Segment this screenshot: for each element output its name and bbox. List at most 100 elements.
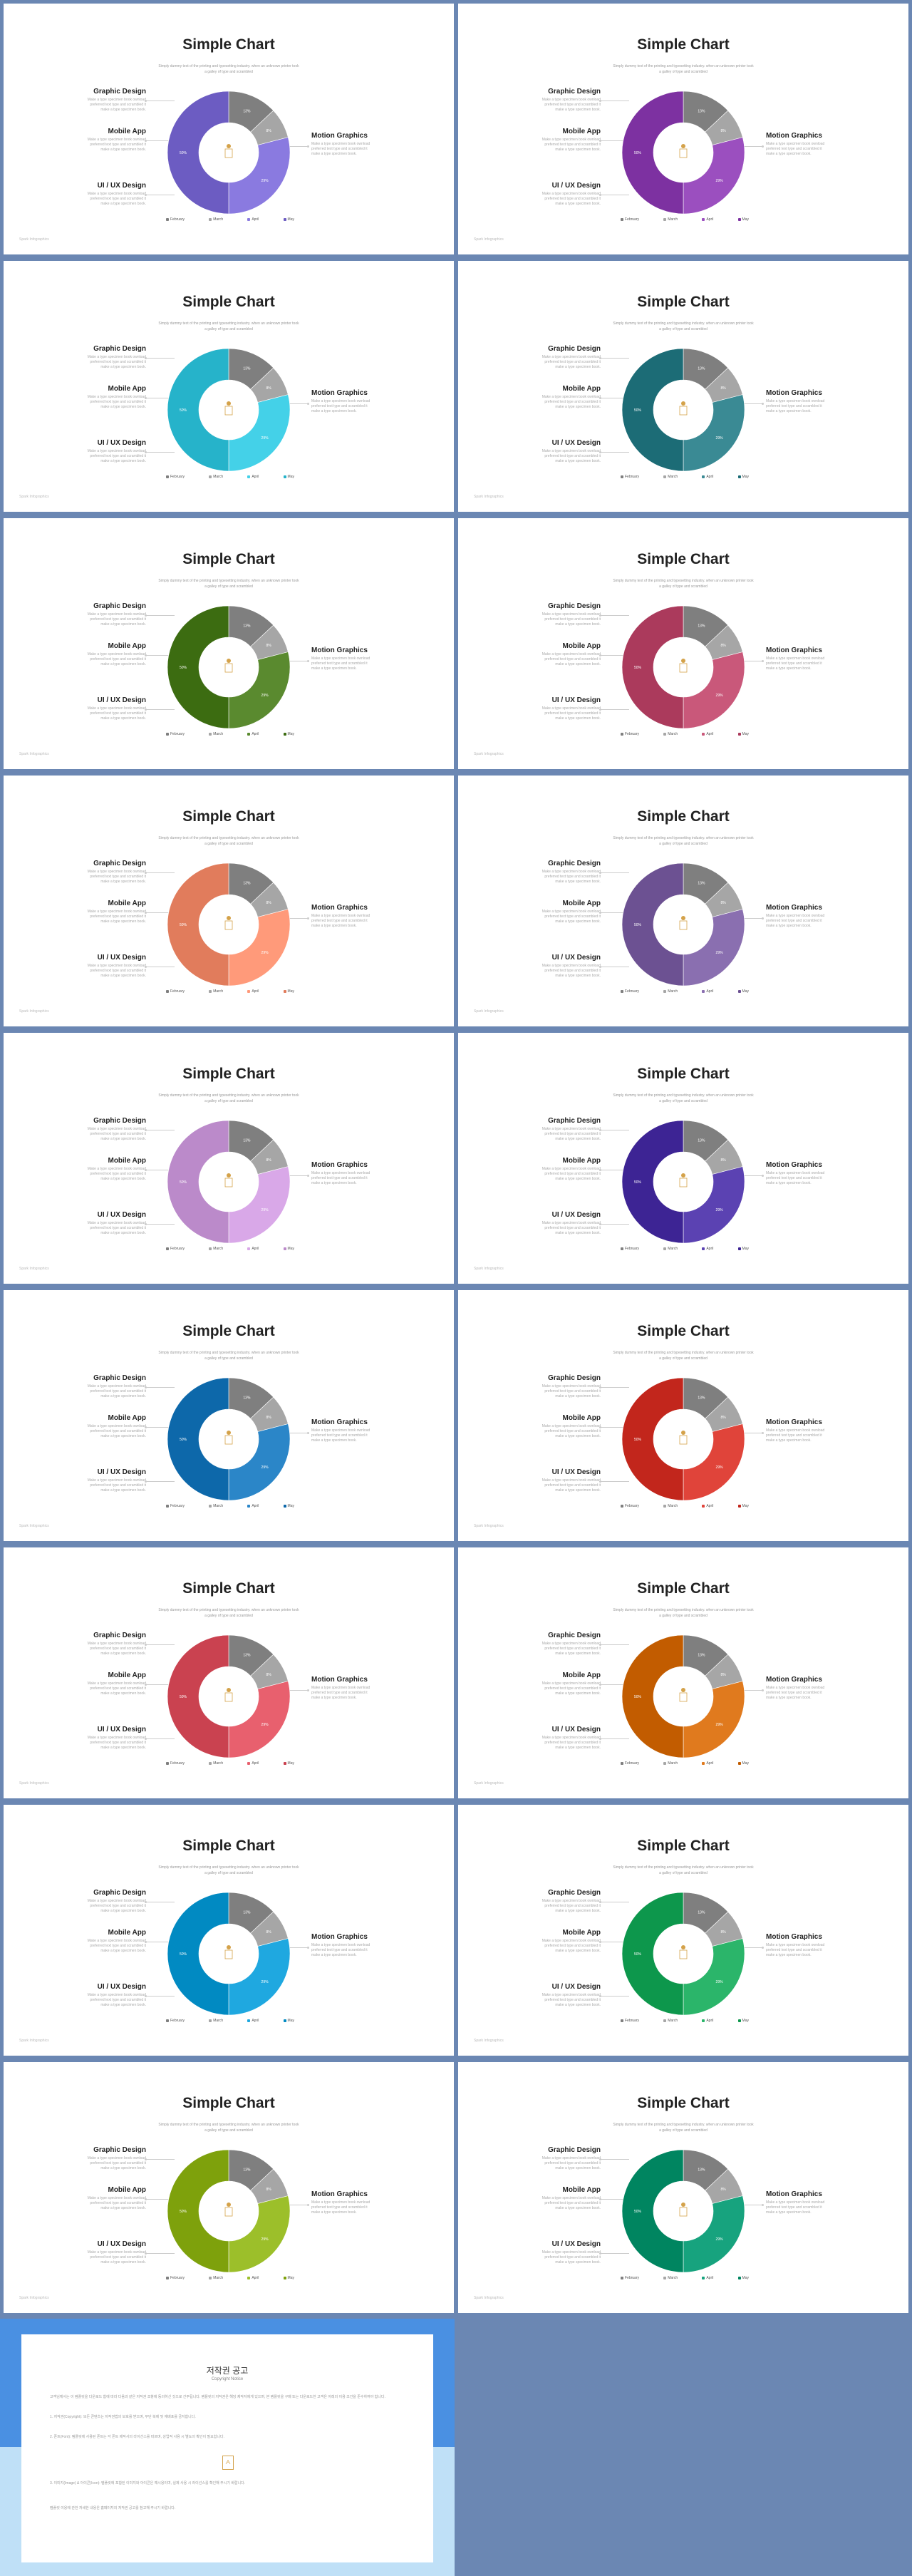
legend-item-april: April <box>247 1247 259 1251</box>
leader-dot <box>145 654 147 656</box>
legend-label: February <box>625 1247 640 1251</box>
donut-chart: 13% 8% 29% 50% <box>167 1120 291 1244</box>
donut-value-label: 50% <box>180 1180 187 1185</box>
label-motion-graphics: Motion Graphics <box>766 2190 822 2198</box>
center-logo-icon <box>679 916 688 930</box>
label-ui-ux-design: UI / UX Design <box>97 1726 146 1733</box>
donut-value-label: 29% <box>261 1465 269 1470</box>
donut-value-label: 29% <box>261 694 269 698</box>
leader-dot <box>145 1426 147 1428</box>
donut-chart: 13% 8% 29% 50% <box>621 1377 745 1501</box>
chart-legend: February March April May <box>166 732 294 736</box>
label-mobile-app: Mobile App <box>108 1929 146 1937</box>
leader-dot <box>599 614 601 617</box>
legend-item-may: May <box>283 732 294 736</box>
label-motion-graphics: Motion Graphics <box>766 1933 822 1941</box>
leader-line <box>601 1738 629 1739</box>
legend-item-may: May <box>737 475 749 479</box>
label-description: Make a type specimen book ownload prefer… <box>542 1167 601 1181</box>
donut-value-label: 29% <box>716 1465 724 1470</box>
chart-slide: Simple Chart Simply dummy text of the pri… <box>458 1290 908 1541</box>
legend-item-march: March <box>209 475 223 479</box>
donut-value-label: 29% <box>716 436 724 441</box>
donut-chart: 13% 8% 29% 50% <box>621 1634 745 1758</box>
slide-title: Simple Chart <box>182 2095 275 2111</box>
leader-dot <box>145 1644 147 1646</box>
donut-slice-april <box>228 137 291 215</box>
donut-value-label: 13% <box>698 2168 705 2172</box>
leader-dot <box>145 1941 147 1943</box>
leader-line <box>743 1947 763 1948</box>
donut-value-label: 13% <box>698 624 705 628</box>
donut-slice-april <box>228 1938 291 2016</box>
legend-label: February <box>625 475 640 479</box>
label-graphic-design: Graphic Design <box>548 1117 601 1125</box>
leader-dot <box>762 145 764 148</box>
legend-swatch <box>737 733 741 736</box>
legend-item-may: May <box>737 989 749 994</box>
leader-line <box>743 146 763 147</box>
legend-label: May <box>287 2019 294 2023</box>
donut-slice-april <box>683 137 745 215</box>
slide-subtitle: Simply dummy text of the printing and ty… <box>613 1865 754 1875</box>
legend-item-april: April <box>702 2276 713 2280</box>
leader-dot <box>307 660 309 662</box>
slide-subtitle: Simply dummy text of the printing and ty… <box>613 836 754 846</box>
donut-value-label: 13% <box>243 109 251 113</box>
label-mobile-app: Mobile App <box>108 1157 146 1165</box>
legend-label: May <box>287 2276 294 2280</box>
slide-footer: Spark Infographics <box>474 752 504 756</box>
label-mobile-app: Mobile App <box>562 1671 601 1679</box>
legend-swatch <box>166 2019 169 2022</box>
slide-subtitle: Simply dummy text of the printing and ty… <box>613 2123 754 2133</box>
label-mobile-app: Mobile App <box>108 385 146 393</box>
legend-item-february: February <box>166 2019 185 2023</box>
donut-chart: 13% 8% 29% 50% <box>621 862 745 986</box>
label-description: Make a type specimen book ownload prefer… <box>542 395 601 409</box>
label-description: Make a type specimen book ownload prefer… <box>311 1686 370 1700</box>
slide-subtitle: Simply dummy text of the printing and ty… <box>158 1865 299 1875</box>
donut-value-label: 50% <box>634 2210 642 2214</box>
donut-slice-april <box>683 651 745 729</box>
legend-item-february: February <box>166 217 185 222</box>
legend-item-february: February <box>166 475 185 479</box>
donut-chart: 13% 8% 29% 50% <box>167 348 291 472</box>
slide-subtitle: Simply dummy text of the printing and ty… <box>613 64 754 74</box>
label-description: Make a type specimen book ownload prefer… <box>542 1681 601 1696</box>
legend-swatch <box>737 990 741 993</box>
label-ui-ux-design: UI / UX Design <box>97 696 146 704</box>
slide-subtitle: Simply dummy text of the printing and ty… <box>613 579 754 589</box>
chart-legend: February March April May <box>621 2019 749 2023</box>
label-ui-ux-design: UI / UX Design <box>97 439 146 447</box>
donut-chart: 13% 8% 29% 50% <box>167 1377 291 1501</box>
leader-dot <box>599 1738 601 1740</box>
label-description: Make a type specimen book ownload prefer… <box>87 612 146 627</box>
legend-swatch <box>702 218 705 221</box>
label-graphic-design: Graphic Design <box>93 1117 146 1125</box>
slide-subtitle: Simply dummy text of the printing and ty… <box>158 1093 299 1103</box>
legend-item-march: March <box>209 2019 223 2023</box>
label-description: Make a type specimen book ownload prefer… <box>542 1127 601 1141</box>
donut-value-label: 29% <box>261 179 269 183</box>
legend-label: February <box>625 989 640 994</box>
leader-dot <box>762 1689 764 1691</box>
legend-swatch <box>283 2277 286 2279</box>
legend-item-may: May <box>283 989 294 994</box>
legend-label: April <box>252 475 259 479</box>
legend-swatch <box>621 218 623 221</box>
leader-dot <box>145 709 147 711</box>
slide-title: Simple Chart <box>637 294 730 310</box>
chart-slide: Simple Chart Simply dummy text of the pri… <box>4 1547 454 1798</box>
donut-value-label: 50% <box>180 1952 187 1957</box>
label-motion-graphics: Motion Graphics <box>311 646 368 654</box>
label-mobile-app: Mobile App <box>108 128 146 135</box>
leader-dot <box>599 912 601 914</box>
donut-value-label: 13% <box>698 1653 705 1657</box>
copyright-paragraph-1: 고객님께서는 이 템플릿을 다운로드 함에 따라 다음과 같은 저작권 조항에 … <box>50 2395 385 2399</box>
donut-value-label: 29% <box>261 1723 269 1727</box>
label-description: Make a type specimen book ownload prefer… <box>87 2196 146 2210</box>
legend-item-may: May <box>283 2019 294 2023</box>
label-motion-graphics: Motion Graphics <box>311 1933 368 1941</box>
label-ui-ux-design: UI / UX Design <box>97 1468 146 1476</box>
label-ui-ux-design: UI / UX Design <box>97 1211 146 1219</box>
